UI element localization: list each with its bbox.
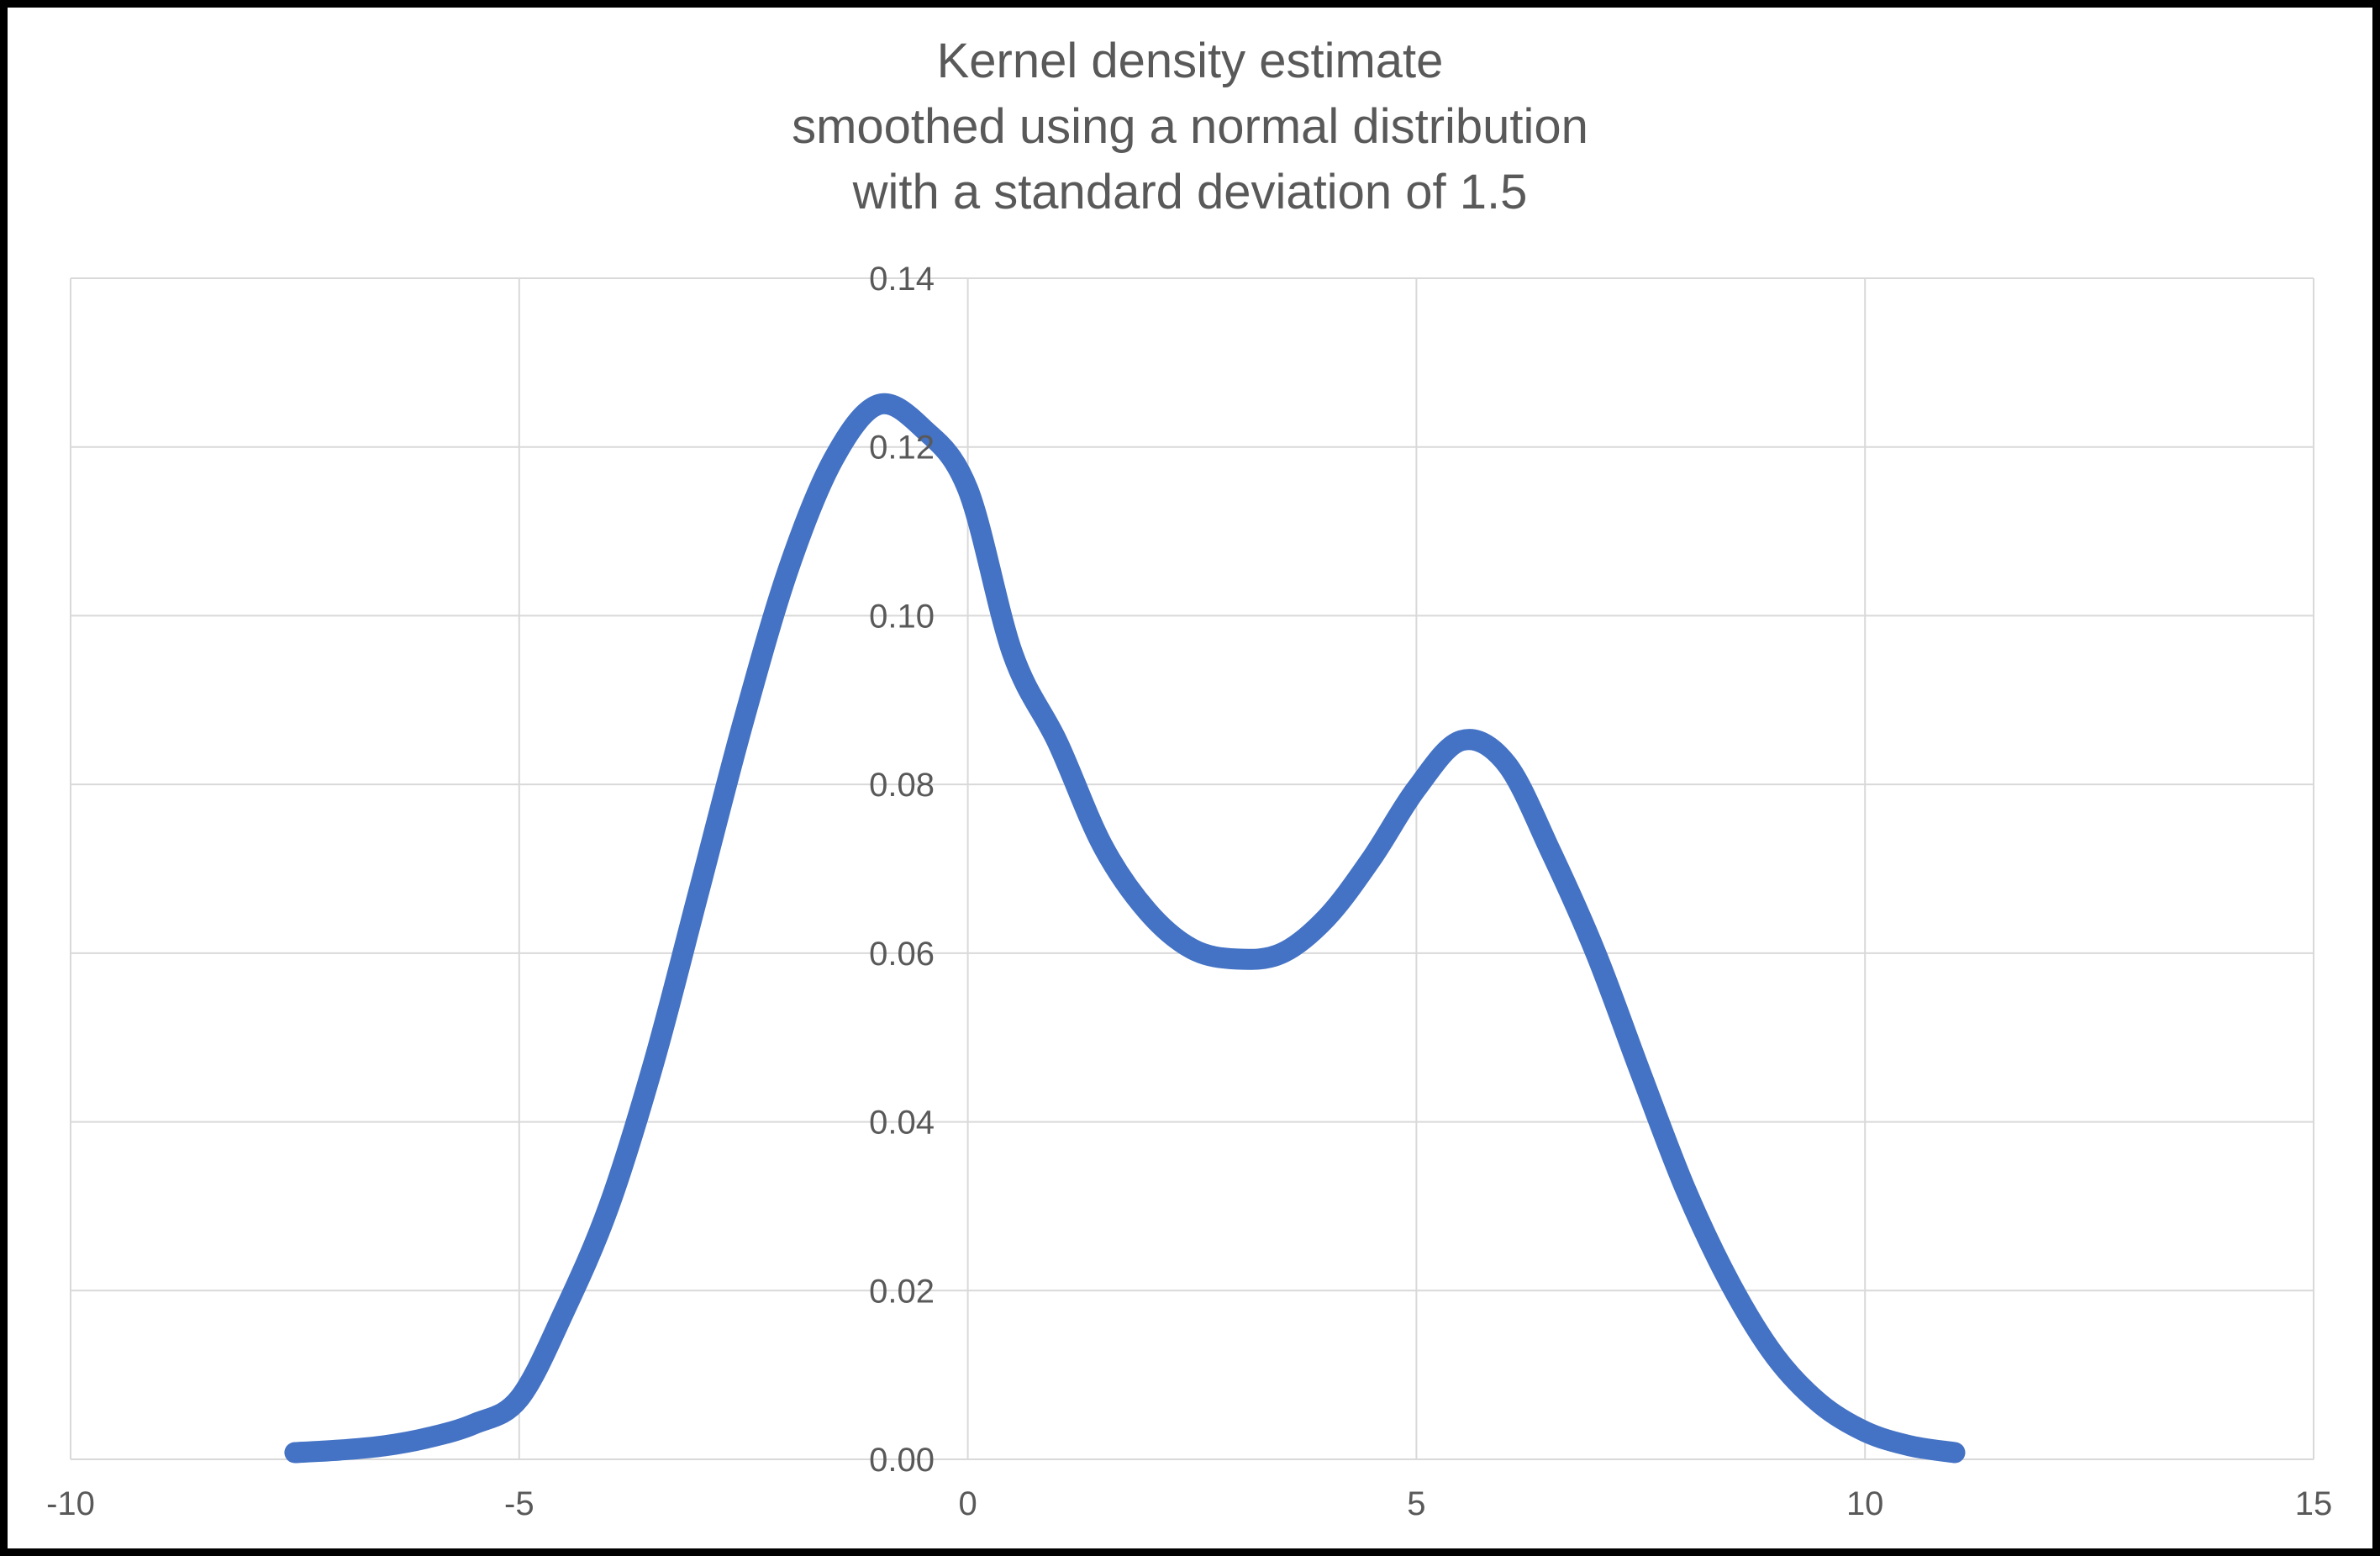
kde-curve bbox=[284, 393, 1966, 1464]
chart-title: Kernel density estimate smoothed using a… bbox=[0, 29, 2380, 225]
y-tick-label: 0.04 bbox=[869, 1105, 935, 1142]
x-tick-label: -5 bbox=[504, 1485, 534, 1522]
y-tick-label: 0.06 bbox=[869, 936, 935, 973]
y-tick-label: 0.02 bbox=[869, 1273, 935, 1310]
x-tick-label: 10 bbox=[1846, 1485, 1884, 1522]
chart-title-line-3: with a standard deviation of 1.5 bbox=[852, 165, 1528, 219]
chart-title-line-2: smoothed using a normal distribution bbox=[792, 99, 1588, 154]
chart-title-line-1: Kernel density estimate bbox=[936, 34, 1444, 88]
x-tick-label: 5 bbox=[1407, 1485, 1425, 1522]
y-tick-label: 0.08 bbox=[869, 767, 935, 804]
x-tick-label: 15 bbox=[2295, 1485, 2333, 1522]
x-tick-label: 0 bbox=[958, 1485, 977, 1522]
y-tick-label: 0.10 bbox=[869, 598, 935, 635]
x-tick-label: -10 bbox=[46, 1485, 95, 1522]
y-tick-label: 0.14 bbox=[869, 261, 935, 298]
y-tick-label: 0.00 bbox=[869, 1442, 935, 1479]
y-tick-label: 0.12 bbox=[869, 430, 935, 467]
